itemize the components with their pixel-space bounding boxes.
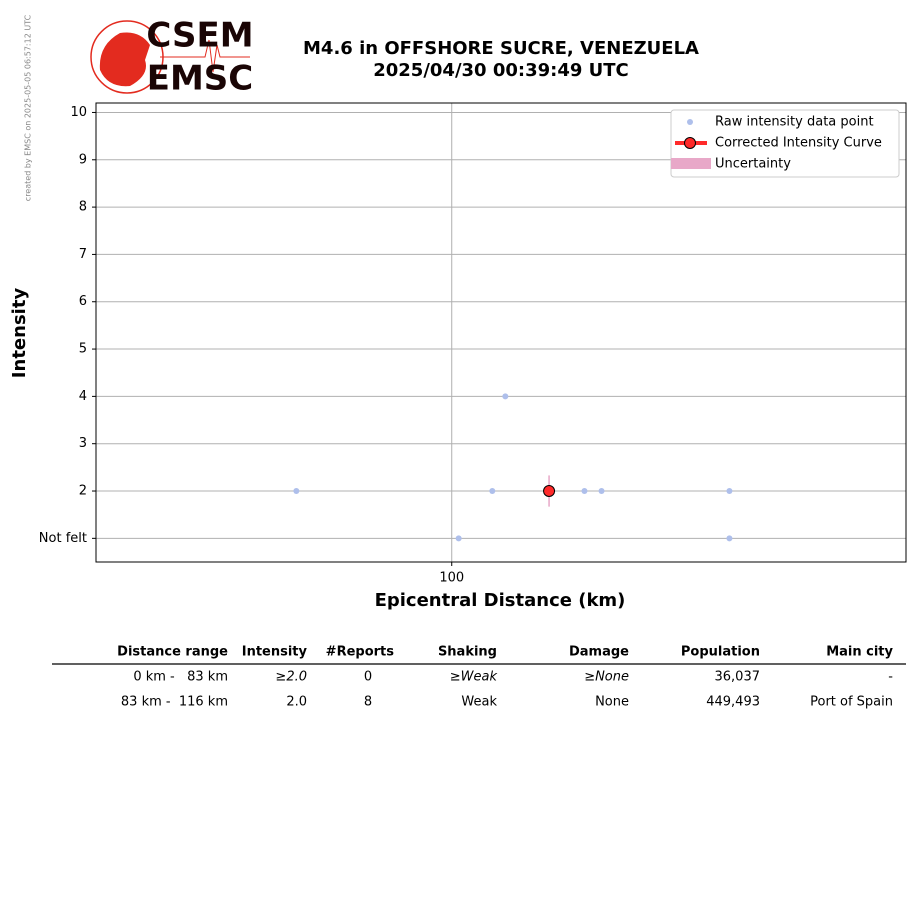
data-point [293, 488, 300, 495]
y-tick-label: 4 [79, 389, 87, 404]
y-tick-label: 7 [79, 247, 87, 262]
y-tick-label: 9 [79, 152, 87, 167]
table-cell: 449,493 [706, 695, 760, 710]
table-cell: None [595, 695, 629, 710]
table-cell: 2.0 [286, 695, 307, 710]
table-cell: Weak [461, 695, 497, 710]
x-axis-label: Epicentral Distance (km) [375, 590, 626, 611]
logo-wave [160, 39, 250, 73]
y-tick-label: 6 [79, 294, 87, 309]
table-header: Population [681, 645, 760, 660]
legend-marker [687, 119, 693, 125]
table-cell: 36,037 [715, 670, 761, 685]
legend-marker [671, 158, 711, 169]
table-cell: - [888, 670, 893, 685]
y-axis-label: Intensity [9, 288, 30, 379]
table-header: Intensity [242, 645, 308, 660]
y-tick-label: 2 [79, 484, 87, 499]
table-cell: 0 km - 83 km [133, 670, 228, 685]
data-point [489, 488, 496, 495]
table-header: Damage [569, 645, 629, 660]
corrected-point [543, 485, 556, 498]
legend-label: Corrected Intensity Curve [715, 136, 882, 151]
credit: created by EMSC on 2025-05-05 06:57:12 U… [24, 14, 33, 201]
logo-map [99, 32, 150, 87]
data-point [726, 535, 733, 542]
y-tick-label: 3 [79, 436, 87, 451]
y-tick-label: 8 [79, 200, 87, 215]
table-cell: ≥2.0 [275, 670, 307, 685]
x-tick-label: 100 [439, 571, 464, 586]
data-point [598, 488, 605, 495]
table-cell: ≥None [584, 670, 629, 685]
table-header: Distance range [117, 645, 228, 660]
y-tick-label: 5 [79, 342, 87, 357]
table-cell: ≥Weak [450, 670, 498, 685]
legend-label: Uncertainty [715, 157, 791, 172]
legend-box [670, 109, 900, 178]
table-cell: 8 [364, 695, 372, 710]
logo-text: CSEM [146, 16, 253, 56]
table-header: Main city [826, 645, 893, 660]
chart-title: M4.6 in OFFSHORE SUCRE, VENEZUELA [303, 38, 699, 59]
logo-text: EMSC [147, 59, 254, 99]
legend-label: Raw intensity data point [715, 115, 874, 130]
table-header: #Reports [326, 645, 395, 660]
table-header: Shaking [438, 645, 497, 660]
data-point [502, 393, 509, 400]
table-cell: 0 [364, 670, 372, 685]
table-cell: Port of Spain [810, 695, 893, 710]
table-cell: 83 km - 116 km [121, 695, 228, 710]
data-point [726, 488, 733, 495]
chart-subtitle: 2025/04/30 00:39:49 UTC [373, 60, 629, 81]
y-tick-label: 10 [70, 105, 87, 120]
plot-frame [95, 102, 907, 563]
y-tick-label: Not felt [39, 531, 87, 546]
legend-marker [684, 137, 696, 149]
data-point [455, 535, 462, 542]
logo: CSEM EMSC [90, 16, 254, 99]
data-point [581, 488, 588, 495]
